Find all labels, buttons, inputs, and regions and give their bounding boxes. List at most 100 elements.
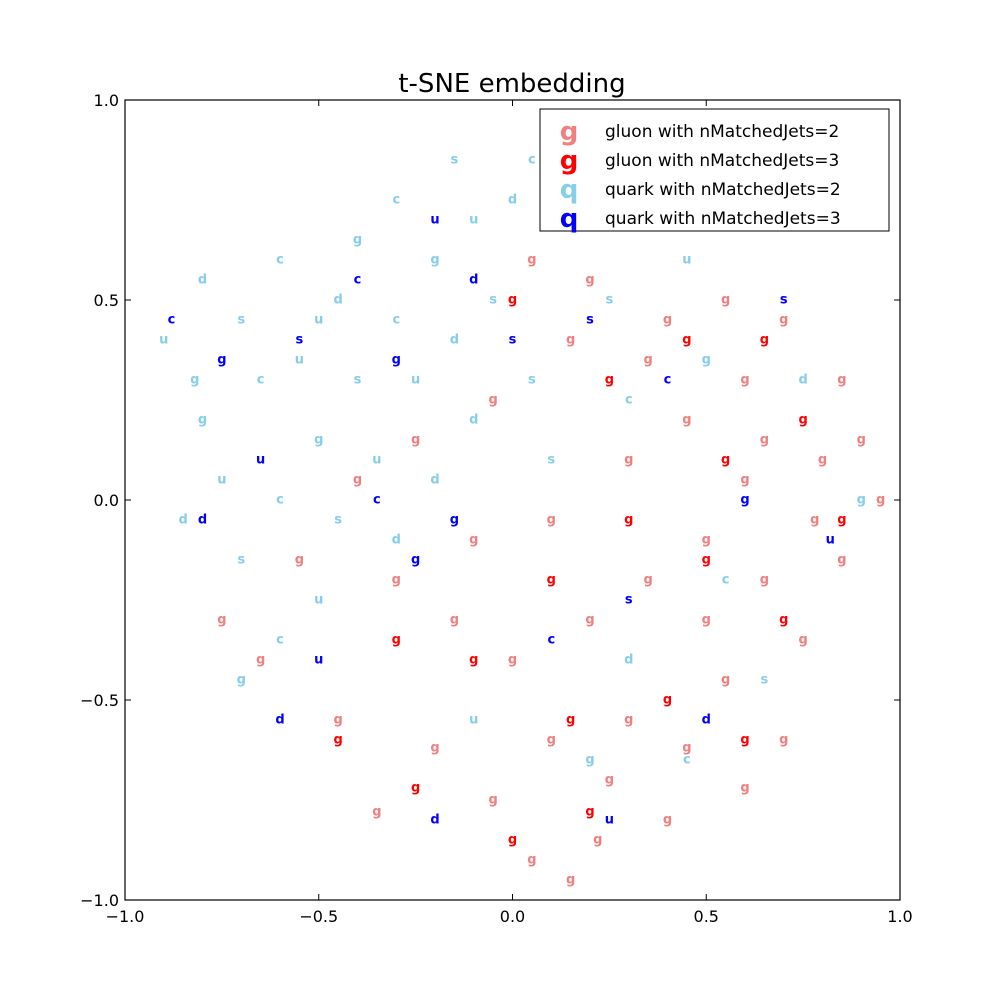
x-tick-label: 0.5 xyxy=(694,907,719,926)
data-point: g xyxy=(818,453,827,468)
data-point: g xyxy=(798,633,807,648)
data-point: s xyxy=(354,373,362,388)
data-point: g xyxy=(721,673,730,688)
data-point: g xyxy=(593,833,602,848)
data-point: g xyxy=(566,713,575,728)
data-point: g xyxy=(643,573,652,588)
data-point: g xyxy=(837,553,846,568)
data-point: d xyxy=(450,333,459,348)
legend-marker: q xyxy=(560,204,579,234)
data-point: d xyxy=(702,713,711,728)
data-point: g xyxy=(682,333,691,348)
data-point: g xyxy=(624,713,633,728)
data-point: g xyxy=(392,353,401,368)
data-point: c xyxy=(528,153,536,168)
data-point: d xyxy=(333,293,342,308)
data-point: g xyxy=(702,353,711,368)
data-point: g xyxy=(760,333,769,348)
data-point: s xyxy=(780,293,788,308)
data-point: g xyxy=(190,373,199,388)
data-point: d xyxy=(508,193,517,208)
data-point: c xyxy=(392,193,400,208)
data-point: g xyxy=(469,653,478,668)
data-point: u xyxy=(469,713,478,728)
data-point: c xyxy=(683,753,691,768)
data-point: s xyxy=(296,333,304,348)
data-point: g xyxy=(721,293,730,308)
data-point: c xyxy=(547,633,555,648)
data-point: g xyxy=(527,853,536,868)
data-point: g xyxy=(353,233,362,248)
data-point: u xyxy=(605,813,614,828)
data-point: s xyxy=(489,293,497,308)
data-point: g xyxy=(256,653,265,668)
data-point: c xyxy=(276,493,284,508)
data-point: g xyxy=(411,553,420,568)
data-point: g xyxy=(392,573,401,588)
data-point: u xyxy=(217,473,226,488)
data-point: s xyxy=(547,453,555,468)
y-tick-label: −0.5 xyxy=(80,691,119,710)
data-point: s xyxy=(586,313,594,328)
data-point: g xyxy=(663,313,672,328)
data-point: c xyxy=(373,493,381,508)
data-point: s xyxy=(606,293,614,308)
legend-marker: q xyxy=(560,175,579,205)
data-point: g xyxy=(237,673,246,688)
y-tick-label: 0.0 xyxy=(94,491,119,510)
data-point: g xyxy=(585,753,594,768)
data-point: g xyxy=(779,313,788,328)
data-point: g xyxy=(760,573,769,588)
data-point: g xyxy=(740,781,749,796)
legend-marker: g xyxy=(560,146,579,176)
data-point: g xyxy=(663,693,672,708)
data-point: u xyxy=(826,533,835,548)
legend-label: gluon with nMatchedJets=3 xyxy=(605,151,839,171)
legend-box xyxy=(539,108,890,232)
data-point: g xyxy=(430,741,439,756)
data-point: g xyxy=(624,513,633,528)
data-point: g xyxy=(837,513,846,528)
data-point: s xyxy=(509,333,517,348)
data-point: g xyxy=(469,533,478,548)
data-point: c xyxy=(625,393,633,408)
axis-ticks: −1.0 −0.5 0.0 0.5 1.0 −1.0 −0.5 0.0 0.5 1.0 xyxy=(80,91,913,926)
data-point: s xyxy=(237,553,245,568)
y-tick-label: 1.0 xyxy=(94,91,119,110)
data-point: g xyxy=(450,613,459,628)
data-point: g xyxy=(353,473,362,488)
data-point: c xyxy=(392,313,400,328)
data-point: u xyxy=(256,453,265,468)
data-point: g xyxy=(314,433,323,448)
data-point: g xyxy=(508,293,517,308)
data-point: g xyxy=(450,513,459,528)
data-point: g xyxy=(740,373,749,388)
data-point: s xyxy=(625,593,633,608)
data-point: g xyxy=(585,273,594,288)
data-point: u xyxy=(159,333,168,348)
data-point: d xyxy=(798,373,807,388)
x-tick-label: −1.0 xyxy=(106,907,145,926)
data-point: c xyxy=(722,573,730,588)
data-point: g xyxy=(857,493,866,508)
data-point: g xyxy=(702,553,711,568)
data-point: d xyxy=(198,513,207,528)
x-tick-label: 1.0 xyxy=(887,907,912,926)
data-point: d xyxy=(430,473,439,488)
data-point: g xyxy=(488,793,497,808)
data-point: g xyxy=(411,781,420,796)
data-point: g xyxy=(837,373,846,388)
data-point: u xyxy=(411,373,420,388)
data-point: u xyxy=(314,653,323,668)
data-point: g xyxy=(488,393,497,408)
legend: g gluon with nMatchedJets=2 g gluon with nM… xyxy=(539,108,890,234)
data-point: d xyxy=(178,513,187,528)
data-point: g xyxy=(857,433,866,448)
data-point: c xyxy=(664,373,672,388)
data-point: g xyxy=(876,493,885,508)
data-point: g xyxy=(663,813,672,828)
data-point: s xyxy=(451,153,459,168)
data-point: g xyxy=(740,473,749,488)
data-point: u xyxy=(430,213,439,228)
